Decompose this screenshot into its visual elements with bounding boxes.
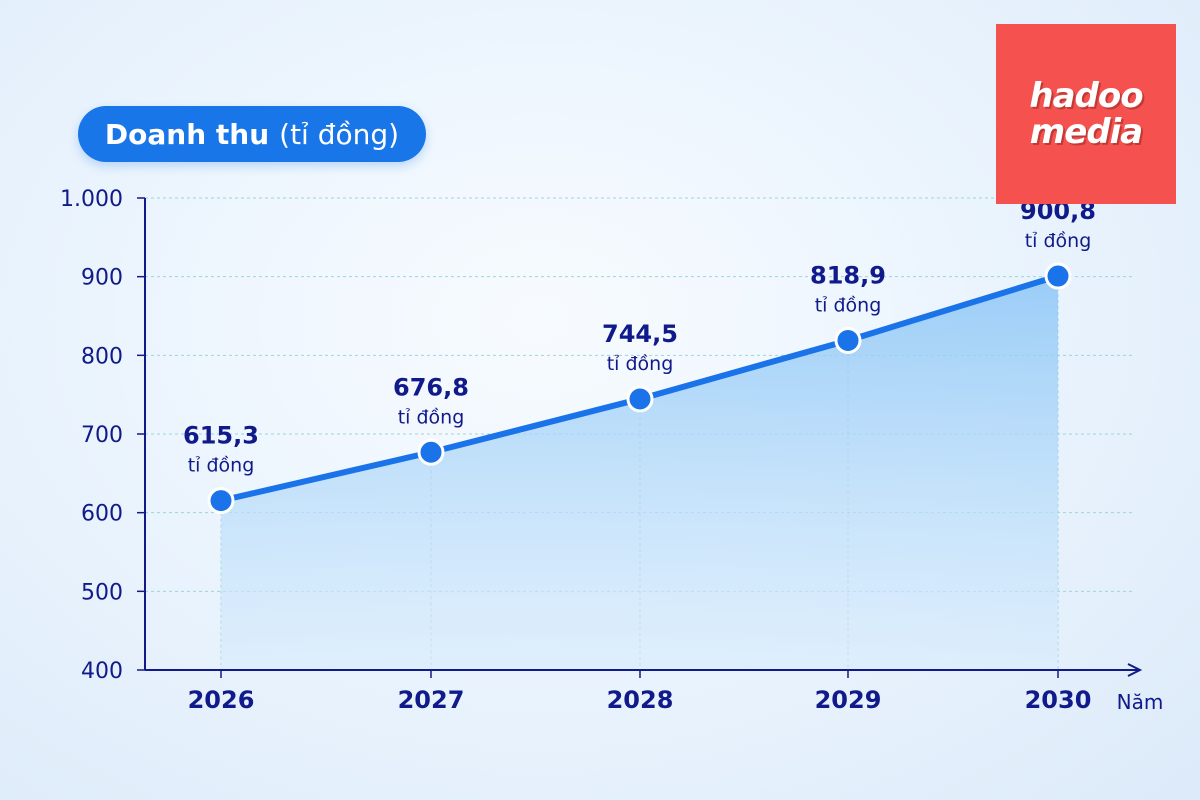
y-tick-label: 800 (81, 344, 123, 369)
data-label-unit: tỉ đồng (1025, 230, 1092, 252)
x-category-label: 2030 (1025, 686, 1092, 714)
data-point (417, 438, 445, 466)
hadoo-media-logo: hadoo media (996, 24, 1176, 204)
data-point (1044, 262, 1072, 290)
logo-line-1: hadoo (1029, 76, 1143, 116)
x-category-label: 2029 (815, 686, 882, 714)
chart-title-unit: (tỉ đồng) (279, 117, 400, 151)
chart-title-badge: Doanh thu (tỉ đồng) (78, 106, 426, 162)
data-label-unit: tỉ đồng (398, 406, 465, 428)
data-label-value: 818,9 (810, 261, 886, 289)
data-label-value: 615,3 (183, 422, 259, 450)
x-category-label: 2027 (398, 686, 465, 714)
data-point (626, 385, 654, 413)
y-tick-label: 400 (81, 659, 123, 684)
x-axis-arrow (1127, 663, 1143, 677)
data-label-unit: tỉ đồng (188, 455, 255, 477)
y-tick-label: 1.000 (60, 187, 123, 212)
y-tick-label: 600 (81, 502, 123, 527)
y-tick-label: 500 (81, 580, 123, 605)
data-point (834, 326, 862, 354)
y-tick-label: 700 (81, 423, 123, 448)
data-label-unit: tỉ đồng (815, 294, 882, 316)
x-category-label: 2028 (607, 686, 674, 714)
data-point (207, 487, 235, 515)
logo-line-2: media (1029, 112, 1143, 152)
revenue-area-fill (221, 276, 1058, 670)
x-category-label: 2026 (188, 686, 255, 714)
chart-title: Doanh thu (104, 117, 270, 151)
data-label-value: 676,8 (393, 373, 469, 401)
y-tick-label: 900 (81, 266, 123, 291)
x-axis-title: Năm (1117, 690, 1164, 714)
data-label-unit: tỉ đồng (607, 353, 674, 375)
data-label-value: 744,5 (602, 320, 678, 348)
